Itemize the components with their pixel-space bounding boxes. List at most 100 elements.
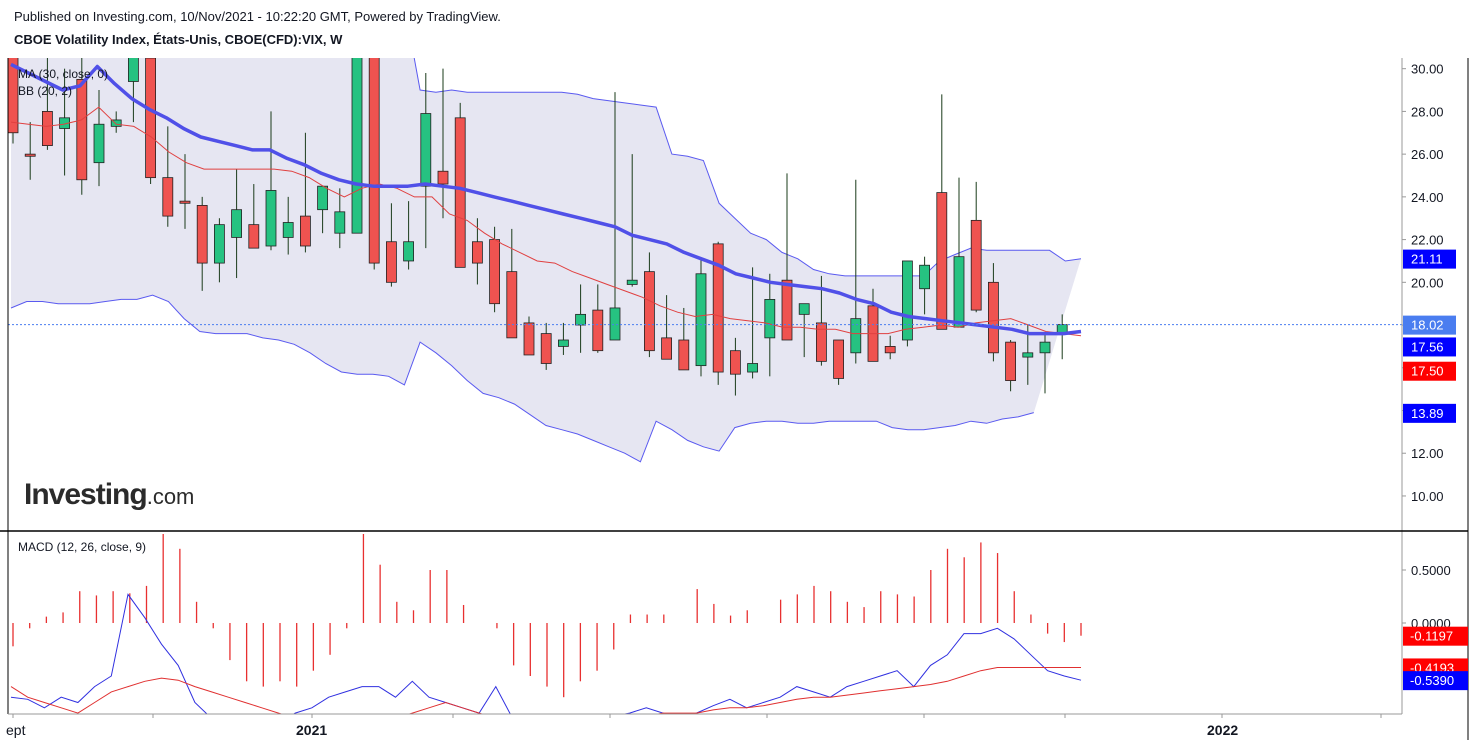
candle xyxy=(110,111,122,133)
price-badge-box xyxy=(1403,403,1456,423)
macd-badge-label: -0.5390 xyxy=(1410,673,1454,688)
candle xyxy=(93,90,105,187)
candle-body xyxy=(678,339,690,371)
candle-body xyxy=(76,78,88,181)
candle xyxy=(609,92,621,341)
price-badge: 13.89 xyxy=(1403,403,1456,423)
candle-body xyxy=(575,313,586,326)
candle xyxy=(231,169,243,279)
candle xyxy=(76,58,88,195)
candle-body xyxy=(902,260,913,341)
ma30-line xyxy=(10,62,1082,336)
candle-body xyxy=(695,273,707,367)
candle xyxy=(145,58,157,185)
candle-body xyxy=(919,264,930,290)
x-tick-label: 2021 xyxy=(296,722,327,738)
candle-body xyxy=(265,190,277,247)
candle-body xyxy=(1039,341,1051,354)
candle-body xyxy=(523,322,535,356)
signal-line xyxy=(10,667,1081,714)
y-tick-label: 22.00 xyxy=(1411,233,1444,248)
y-tick-label: 28.00 xyxy=(1411,104,1444,119)
candle-body xyxy=(8,58,19,134)
candle-body xyxy=(850,318,862,354)
macd-line xyxy=(10,593,1082,714)
candle-body xyxy=(1005,341,1016,381)
price-badge-label: 17.56 xyxy=(1411,339,1444,354)
candle-body xyxy=(127,58,139,82)
candle xyxy=(730,337,741,396)
y-tick-label: 20.00 xyxy=(1411,275,1444,290)
candle xyxy=(248,184,260,249)
candle-body xyxy=(24,153,36,157)
candle-body xyxy=(712,243,724,373)
investing-logo: Investing.com xyxy=(24,478,194,512)
candle xyxy=(385,203,397,287)
macd-badge-box xyxy=(1403,626,1468,646)
price-badge: 21.11 xyxy=(1403,249,1456,269)
candle xyxy=(661,295,672,360)
x-tick-label: 2022 xyxy=(1207,722,1238,738)
candle-body xyxy=(884,346,896,354)
candle xyxy=(558,322,569,355)
candle-body xyxy=(437,170,449,185)
macd-badge: -0.5390 xyxy=(1403,671,1468,691)
candle-body xyxy=(540,333,552,364)
candle xyxy=(334,188,346,249)
price-badge: 17.56 xyxy=(1403,337,1456,357)
candle xyxy=(884,335,896,360)
candle-body xyxy=(145,58,157,179)
candle xyxy=(936,94,948,330)
moving-averages xyxy=(8,62,1402,337)
candle-body xyxy=(833,339,844,379)
bb-lower-line xyxy=(10,294,1034,463)
price-badge-box xyxy=(1403,315,1456,335)
candle-body xyxy=(626,279,638,285)
candle xyxy=(299,132,311,253)
candle-body xyxy=(368,58,380,264)
candle-body xyxy=(334,211,346,234)
candle-body xyxy=(747,363,758,373)
price-badge-label: 18.02 xyxy=(1411,318,1444,333)
candle-body xyxy=(781,279,793,341)
candle-body xyxy=(42,111,53,146)
candle-body xyxy=(489,239,501,305)
candle-body xyxy=(420,113,432,187)
legend-macd[interactable]: MACD (12, 26, close, 9) xyxy=(18,540,147,554)
candle xyxy=(403,201,415,270)
candle xyxy=(970,181,982,313)
legend-ma[interactable]: MA (30, close, 0) xyxy=(18,67,109,81)
price-badge-box xyxy=(1403,249,1456,269)
candle xyxy=(1005,340,1016,392)
candle-body xyxy=(609,307,621,341)
candle-body xyxy=(162,177,174,217)
candle xyxy=(506,228,518,339)
macd-badge-label: -0.1197 xyxy=(1410,629,1453,644)
logo-main: Investing xyxy=(24,478,148,511)
candle-body xyxy=(558,339,569,347)
candle-body xyxy=(471,241,483,264)
bb-fill xyxy=(11,58,1081,462)
candle xyxy=(695,258,707,377)
candle xyxy=(523,316,535,356)
price-badge-box xyxy=(1403,337,1456,357)
legend-bb[interactable]: BB (20, 2) xyxy=(18,84,73,98)
candle-body xyxy=(317,185,329,211)
candle xyxy=(196,196,208,291)
candle-body xyxy=(764,299,776,339)
y-tick-label: 24.00 xyxy=(1411,190,1444,205)
price-badges: 21.1118.0217.5617.5013.89-0.1197-0.4193-… xyxy=(1403,249,1468,691)
candle-body xyxy=(196,205,208,264)
candle xyxy=(368,58,380,270)
y-tick-label: 12.00 xyxy=(1411,446,1444,461)
price-badge-box xyxy=(1403,361,1456,381)
macd-badge: -0.1197 xyxy=(1403,626,1468,646)
candle xyxy=(850,179,862,364)
logo-suffix: .com xyxy=(146,484,195,509)
candle-body xyxy=(299,215,311,247)
bb-mid-line xyxy=(10,106,1082,337)
candle xyxy=(162,126,174,227)
price-candles xyxy=(8,58,1068,396)
candle xyxy=(471,218,483,285)
y-tick-label: 26.00 xyxy=(1411,147,1444,162)
